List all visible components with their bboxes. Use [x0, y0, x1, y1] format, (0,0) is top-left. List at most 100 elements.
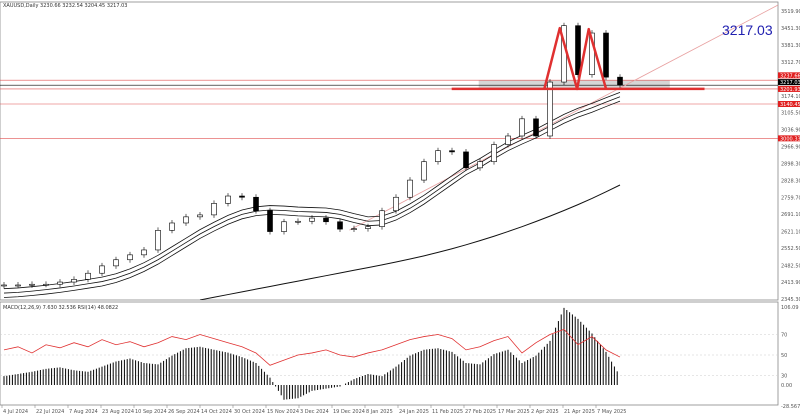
- candle: [197, 214, 203, 218]
- price-level-label: 3201.93: [780, 87, 800, 93]
- candle: [113, 259, 119, 267]
- rsi-line: [3, 328, 621, 366]
- candle: [295, 220, 301, 223]
- time-tick-label: 15 Nov 2024: [267, 409, 299, 415]
- price-tick-label: 2621.10: [781, 229, 800, 235]
- candle: [155, 230, 161, 251]
- price-tick-label: 2759.70: [781, 195, 800, 201]
- candle: [43, 283, 49, 286]
- indicator-tick-label: 30: [781, 374, 787, 380]
- price-tick-label: 3381.30: [781, 43, 800, 49]
- candle: [449, 150, 455, 153]
- candle: [211, 203, 217, 216]
- candle: [519, 118, 525, 137]
- candle: [253, 196, 259, 212]
- candle: [491, 144, 497, 163]
- time-tick-label: 14 Oct 2024: [201, 409, 232, 415]
- time-tick-label: 2 Apr 2025: [531, 409, 559, 415]
- candle: [547, 81, 553, 137]
- symbol-header: XAUUSD,Daily 3230.66 3232.54 3204.45 321…: [3, 3, 128, 9]
- price-tick-label: 3174.10: [781, 94, 800, 100]
- indicator-tick-label: 0.00: [781, 383, 792, 389]
- candle: [589, 32, 595, 76]
- price-level-label: 3000.33: [780, 136, 800, 142]
- price-tick-label: 2691.10: [781, 212, 800, 218]
- candle: [435, 150, 441, 163]
- price-tick-label: 2966.90: [781, 145, 800, 151]
- candle: [421, 161, 427, 181]
- price-tick-label: 2482.50: [781, 263, 800, 269]
- price-tick-label: 2828.30: [781, 179, 800, 185]
- time-axis: 4 Jul 2024 22 Jul 2024 7 Aug 2024 23 Aug 20…: [1, 405, 626, 415]
- indicator-tick-label: 70: [781, 333, 787, 339]
- indicator-tick-label: 106.09: [781, 305, 799, 311]
- ma-long-line: [199, 184, 621, 300]
- double-top-pattern: [543, 26, 608, 91]
- price-axis: 3519.90 3451.30 3381.30 3312.70 3174.10 3105.…: [778, 9, 800, 410]
- candle: [239, 195, 245, 198]
- indicator-tick-label: -28.567: [781, 404, 800, 410]
- candle: [85, 272, 91, 280]
- price-tick-label: 3036.90: [781, 127, 800, 133]
- candle: [29, 283, 35, 286]
- candle: [169, 222, 175, 231]
- price-level-label: 3237.66: [780, 73, 800, 79]
- candle: [71, 279, 77, 283]
- candle: [575, 25, 581, 76]
- price-tick-label: 3519.90: [781, 9, 800, 15]
- candle: [505, 135, 511, 145]
- indicator-tick-label: 50: [781, 353, 787, 359]
- candle: [267, 210, 273, 232]
- price-plot: [0, 4, 778, 300]
- candle: [1, 284, 7, 287]
- price-tick-label: 3105.50: [781, 111, 800, 117]
- time-tick-label: 7 May 2025: [597, 409, 626, 415]
- candle: [57, 281, 63, 285]
- price-level-tag: [778, 85, 800, 92]
- price-tick-label: 3312.70: [781, 60, 800, 66]
- price-tick-label: 2345.30: [781, 297, 800, 303]
- main-pane[interactable]: [0, 1, 779, 301]
- candle: [393, 196, 399, 212]
- price-tick-label: 2413.90: [781, 280, 800, 286]
- time-tick-label: 19 Dec 2024: [333, 409, 365, 415]
- indicator-header: MACD(12,26,9) 7.630 32.536 RSI(14) 48.08…: [3, 305, 118, 311]
- time-tick-label: 23 Aug 2024: [102, 409, 134, 415]
- price-level-tag: [778, 79, 800, 86]
- candle: [533, 118, 539, 137]
- time-tick-label: 27 Feb 2025: [465, 409, 496, 415]
- price-tick-label: 2552.50: [781, 246, 800, 252]
- resistance-zone: [478, 80, 670, 89]
- candle: [337, 221, 343, 230]
- indicator-pane[interactable]: [0, 301, 779, 406]
- time-tick-label: 30 Oct 2024: [234, 409, 265, 415]
- indicator-plot: [0, 307, 778, 400]
- candle: [183, 216, 189, 224]
- time-tick-label: 24 Jan 2025: [399, 409, 429, 415]
- time-tick-label: 4 Jul 2024: [3, 409, 28, 415]
- price-tick-label: 2898.30: [781, 161, 800, 167]
- candle: [141, 249, 147, 256]
- time-tick-label: 3 Dec 2024: [300, 409, 329, 415]
- ma-channel-line: [3, 96, 621, 294]
- candle: [617, 76, 623, 86]
- price-level-tag: [778, 101, 800, 108]
- price-level-tag: [778, 135, 800, 142]
- price-level-label: 3140.45: [780, 102, 800, 108]
- price-level-tag: [778, 72, 800, 79]
- candle: [127, 254, 133, 261]
- candle: [99, 265, 105, 274]
- candle: [603, 32, 609, 78]
- time-tick-label: 11 Feb 2025: [432, 409, 463, 415]
- price-annotation: 3217.03: [722, 22, 773, 38]
- candle: [351, 228, 357, 230]
- candle: [309, 217, 315, 222]
- candle: [463, 151, 469, 169]
- time-tick-label: 10 Sep 2024: [135, 409, 167, 415]
- ma-channel-line: [3, 91, 621, 290]
- time-tick-label: 21 Apr 2025: [564, 409, 595, 415]
- candle: [365, 226, 371, 229]
- trendline: [349, 4, 778, 231]
- time-tick-label: 26 Sep 2024: [168, 409, 200, 415]
